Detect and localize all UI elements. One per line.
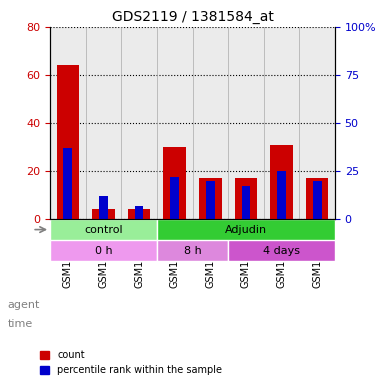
Bar xyxy=(121,27,157,219)
Text: agent: agent xyxy=(8,300,40,310)
Text: Adjudin: Adjudin xyxy=(225,225,267,235)
Bar xyxy=(306,178,328,219)
FancyBboxPatch shape xyxy=(228,240,335,261)
Bar xyxy=(235,178,257,219)
Title: GDS2119 / 1381584_at: GDS2119 / 1381584_at xyxy=(112,10,273,25)
Bar xyxy=(85,27,121,219)
FancyBboxPatch shape xyxy=(157,219,335,240)
Bar xyxy=(135,205,144,219)
Bar xyxy=(192,27,228,219)
Bar xyxy=(170,177,179,219)
FancyBboxPatch shape xyxy=(50,219,157,240)
Bar xyxy=(57,65,79,219)
Bar xyxy=(64,148,72,219)
Text: 0 h: 0 h xyxy=(95,246,112,256)
Bar xyxy=(92,209,115,219)
Bar xyxy=(264,27,300,219)
Bar xyxy=(300,27,335,219)
Bar xyxy=(228,27,264,219)
FancyBboxPatch shape xyxy=(50,240,157,261)
Bar xyxy=(277,171,286,219)
Text: 8 h: 8 h xyxy=(184,246,201,256)
Bar xyxy=(270,145,293,219)
Bar xyxy=(313,180,321,219)
Bar xyxy=(50,27,85,219)
Text: 4 days: 4 days xyxy=(263,246,300,256)
FancyBboxPatch shape xyxy=(157,240,228,261)
Bar xyxy=(164,147,186,219)
Legend: count, percentile rank within the sample: count, percentile rank within the sample xyxy=(36,346,226,379)
Bar xyxy=(99,196,108,219)
Bar xyxy=(241,186,250,219)
Bar xyxy=(157,27,192,219)
Bar xyxy=(128,209,150,219)
Text: time: time xyxy=(8,319,33,329)
Bar xyxy=(199,178,221,219)
Bar xyxy=(206,180,215,219)
Text: control: control xyxy=(84,225,123,235)
